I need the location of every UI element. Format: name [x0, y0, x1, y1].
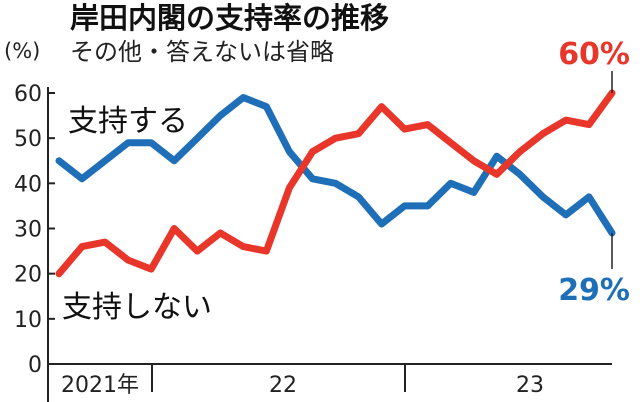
end-label-oppose: 60% — [558, 37, 630, 72]
y-tick-label: 50 — [14, 127, 42, 152]
x-tick-label: 2021年 — [61, 373, 139, 398]
chart-title: 岸田内閣の支持率の推移 — [70, 1, 389, 35]
series-line-oppose — [55, 89, 616, 278]
series-lines — [55, 71, 616, 278]
y-tick-label: 30 — [14, 218, 42, 243]
y-axis: 0 10 20 30 40 50 60 — [14, 82, 55, 402]
y-tick-label: 0 — [28, 353, 42, 378]
series-label-oppose: 支持しない — [62, 290, 212, 325]
y-tick-label: 60 — [14, 82, 42, 107]
y-tick-label: 20 — [14, 263, 42, 288]
series-line-support — [55, 94, 616, 237]
x-tick-label: 23 — [516, 373, 544, 398]
x-axis: 2021年 22 23 — [48, 363, 612, 398]
chart-subtitle: その他・答えないは省略 — [70, 38, 334, 66]
x-tick-label: 22 — [269, 373, 297, 398]
y-axis-unit: (%) — [4, 39, 40, 63]
series-label-support: 支持する — [68, 104, 188, 139]
end-label-support: 29% — [558, 273, 630, 308]
y-tick-label: 10 — [14, 308, 42, 333]
y-tick-label: 40 — [14, 172, 42, 197]
